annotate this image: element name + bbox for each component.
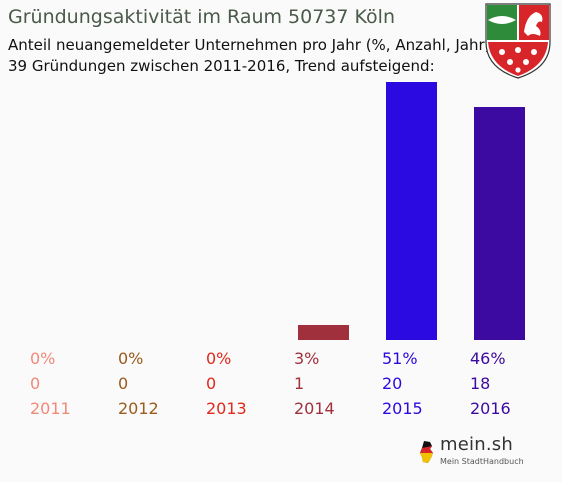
nrw-coat-of-arms-icon	[485, 3, 551, 79]
percent-label-2016: 46%	[470, 349, 506, 368]
year-label-2012: 2012	[118, 399, 159, 418]
bar-2015	[386, 82, 437, 340]
percent-label-2011: 0%	[30, 349, 55, 368]
logo-text: mein.sh	[440, 434, 513, 455]
percent-label-2013: 0%	[206, 349, 231, 368]
percent-label-2014: 3%	[294, 349, 319, 368]
bar-2016	[474, 107, 525, 340]
count-label-2013: 0	[206, 374, 216, 393]
year-label-2011: 2011	[30, 399, 71, 418]
count-label-2015: 20	[382, 374, 402, 393]
chart-subtitle-1: Anteil neuangemeldeter Unternehmen pro J…	[8, 36, 491, 54]
year-label-2015: 2015	[382, 399, 423, 418]
count-label-2012: 0	[118, 374, 128, 393]
year-label-2016: 2016	[470, 399, 511, 418]
count-label-2011: 0	[30, 374, 40, 393]
bar-2014	[298, 325, 349, 340]
percent-label-2012: 0%	[118, 349, 143, 368]
chart-subtitle-2: 39 Gründungen zwischen 2011-2016, Trend …	[8, 57, 435, 75]
year-label-2013: 2013	[206, 399, 247, 418]
germany-map-icon	[420, 441, 433, 463]
percent-label-2015: 51%	[382, 349, 418, 368]
count-label-2016: 18	[470, 374, 490, 393]
chart-title: Gründungsaktivität im Raum 50737 Köln	[8, 6, 395, 28]
logo-subtext: Mein StadtHandbuch	[440, 457, 524, 466]
count-label-2014: 1	[294, 374, 304, 393]
year-label-2014: 2014	[294, 399, 335, 418]
mein-sh-logo: mein.sh Mein StadtHandbuch	[416, 432, 526, 474]
